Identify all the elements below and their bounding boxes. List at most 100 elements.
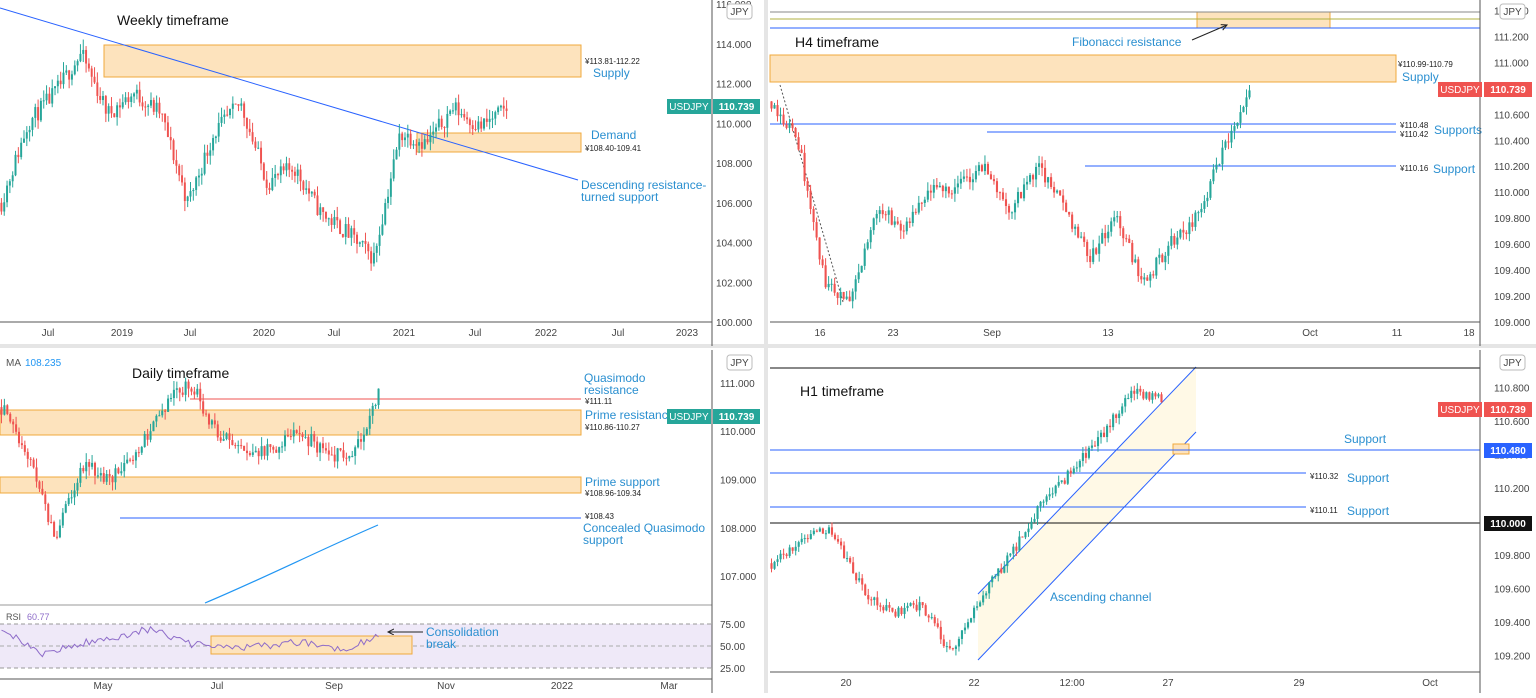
daily-x-tick: Jul xyxy=(211,681,224,692)
weekly-candle-body xyxy=(116,105,119,118)
h4-candle-body xyxy=(821,259,824,266)
daily-prime-res-label: Prime resistance xyxy=(585,408,675,422)
h1-last-price: 110.739 xyxy=(1490,405,1526,416)
h1-candle-body xyxy=(936,623,939,627)
daily-candle-body xyxy=(243,445,246,451)
daily-candle-body xyxy=(231,440,234,446)
weekly-candle-body xyxy=(474,129,477,131)
h1-candle-body xyxy=(806,538,809,540)
daily-panel: MA 108.235 Daily timeframe Quasimodo res… xyxy=(0,350,760,693)
weekly-candle-body xyxy=(0,202,3,212)
weekly-candle-body xyxy=(186,196,189,202)
weekly-line-label-1: Descending resistance- xyxy=(581,178,706,192)
daily-candle-body xyxy=(228,433,231,441)
h1-y-tick: 109.600 xyxy=(1494,584,1531,595)
weekly-x-tick: 2022 xyxy=(535,328,558,339)
daily-candle-body xyxy=(114,468,117,483)
weekly-candle-body xyxy=(449,110,452,114)
h4-candle-body xyxy=(962,176,965,179)
h4-candle-body xyxy=(860,265,863,273)
h4-fib-zone xyxy=(1196,11,1331,29)
daily-candle-body xyxy=(82,467,85,472)
h1-panel: H1 timeframe Support ¥110.32 Support ¥11… xyxy=(770,350,1532,693)
daily-candle-body xyxy=(281,446,284,448)
h1-candle-body xyxy=(897,607,900,617)
h1-candle-body xyxy=(1027,528,1030,533)
h4-candle-body xyxy=(896,221,899,224)
h1-candle-body xyxy=(988,582,991,594)
h1-candle-body xyxy=(1006,555,1009,567)
weekly-candle-body xyxy=(257,147,260,149)
h4-candle-body xyxy=(1155,257,1158,276)
weekly-y-tick: 110.000 xyxy=(716,119,752,130)
h4-candle-body xyxy=(1116,216,1119,218)
daily-concealed-label-1: Concealed Quasimodo xyxy=(583,521,705,535)
h1-channel-label: Ascending channel xyxy=(1050,590,1151,604)
weekly-candle-body xyxy=(378,234,381,246)
daily-candle-body xyxy=(181,392,184,395)
h4-candle-body xyxy=(1062,195,1065,203)
weekly-candle-body xyxy=(308,188,311,194)
h4-candle-body xyxy=(1077,226,1080,238)
h4-candle-body xyxy=(815,222,818,238)
h1-candle-body xyxy=(945,646,948,648)
weekly-candle-body xyxy=(42,100,45,102)
daily-qm-label-1: Quasimodo xyxy=(584,371,646,385)
daily-candle-body xyxy=(330,454,333,456)
daily-candle-body xyxy=(269,444,272,447)
h4-candle-body xyxy=(1092,248,1095,262)
weekly-candle-body xyxy=(62,72,65,85)
h1-candle-body xyxy=(873,597,876,600)
weekly-candle-body xyxy=(178,165,181,176)
h1-symbol: USDJPY xyxy=(1440,405,1480,416)
h1-candle-body xyxy=(885,605,888,611)
weekly-candle-body xyxy=(31,117,34,130)
daily-candle-body xyxy=(61,512,64,526)
daily-candle-body xyxy=(216,424,219,438)
weekly-candle-body xyxy=(505,108,508,111)
daily-candle-body xyxy=(222,438,225,441)
weekly-candle-body xyxy=(102,96,104,101)
h1-candle-body xyxy=(1096,437,1100,447)
weekly-candle-body xyxy=(454,102,457,111)
h1-candle-body xyxy=(900,607,903,615)
daily-candle-body xyxy=(286,435,289,437)
weekly-demand-zone xyxy=(416,132,582,153)
h4-candle-body xyxy=(941,185,944,192)
weekly-candle-body xyxy=(152,100,155,112)
weekly-candle-body xyxy=(440,118,443,127)
h4-candle-body xyxy=(1050,177,1053,187)
daily-candle-body xyxy=(289,436,292,438)
h1-candle-body xyxy=(785,554,788,556)
h4-candle-body xyxy=(1013,203,1017,213)
h4-candle-body xyxy=(1028,175,1032,182)
weekly-candle-body xyxy=(158,102,161,114)
h4-candle-body xyxy=(1170,236,1173,246)
h4-x-tick: Sep xyxy=(983,328,1001,339)
daily-candle-body xyxy=(307,436,310,447)
daily-candle-body xyxy=(58,525,61,538)
daily-x-tick: Nov xyxy=(437,681,455,692)
daily-candle-body xyxy=(41,488,44,495)
h1-candle-body xyxy=(954,646,957,649)
daily-candle-body xyxy=(152,421,155,432)
weekly-candle-body xyxy=(135,89,138,94)
weekly-candle-body xyxy=(166,122,169,138)
weekly-candle-body xyxy=(423,139,426,149)
daily-candle-body xyxy=(313,434,316,442)
daily-candle-body xyxy=(260,446,263,457)
daily-candle-body xyxy=(207,414,211,425)
h4-candle-body xyxy=(926,190,929,200)
h1-support-label-3: Support xyxy=(1347,504,1390,518)
daily-candle-body xyxy=(93,462,97,476)
weekly-candle-body xyxy=(502,105,505,109)
weekly-y-tick: 112.000 xyxy=(716,80,752,91)
h1-candle-body xyxy=(921,602,924,606)
h1-y-tick: 109.800 xyxy=(1494,551,1531,562)
weekly-y-tick: 102.000 xyxy=(716,278,753,289)
h1-y-tick: 109.400 xyxy=(1494,618,1531,629)
weekly-candle-body xyxy=(327,218,330,220)
daily-rsi-tick: 25.00 xyxy=(720,664,745,675)
weekly-candle-body xyxy=(51,88,54,104)
h4-title: H4 timeframe xyxy=(795,34,879,50)
